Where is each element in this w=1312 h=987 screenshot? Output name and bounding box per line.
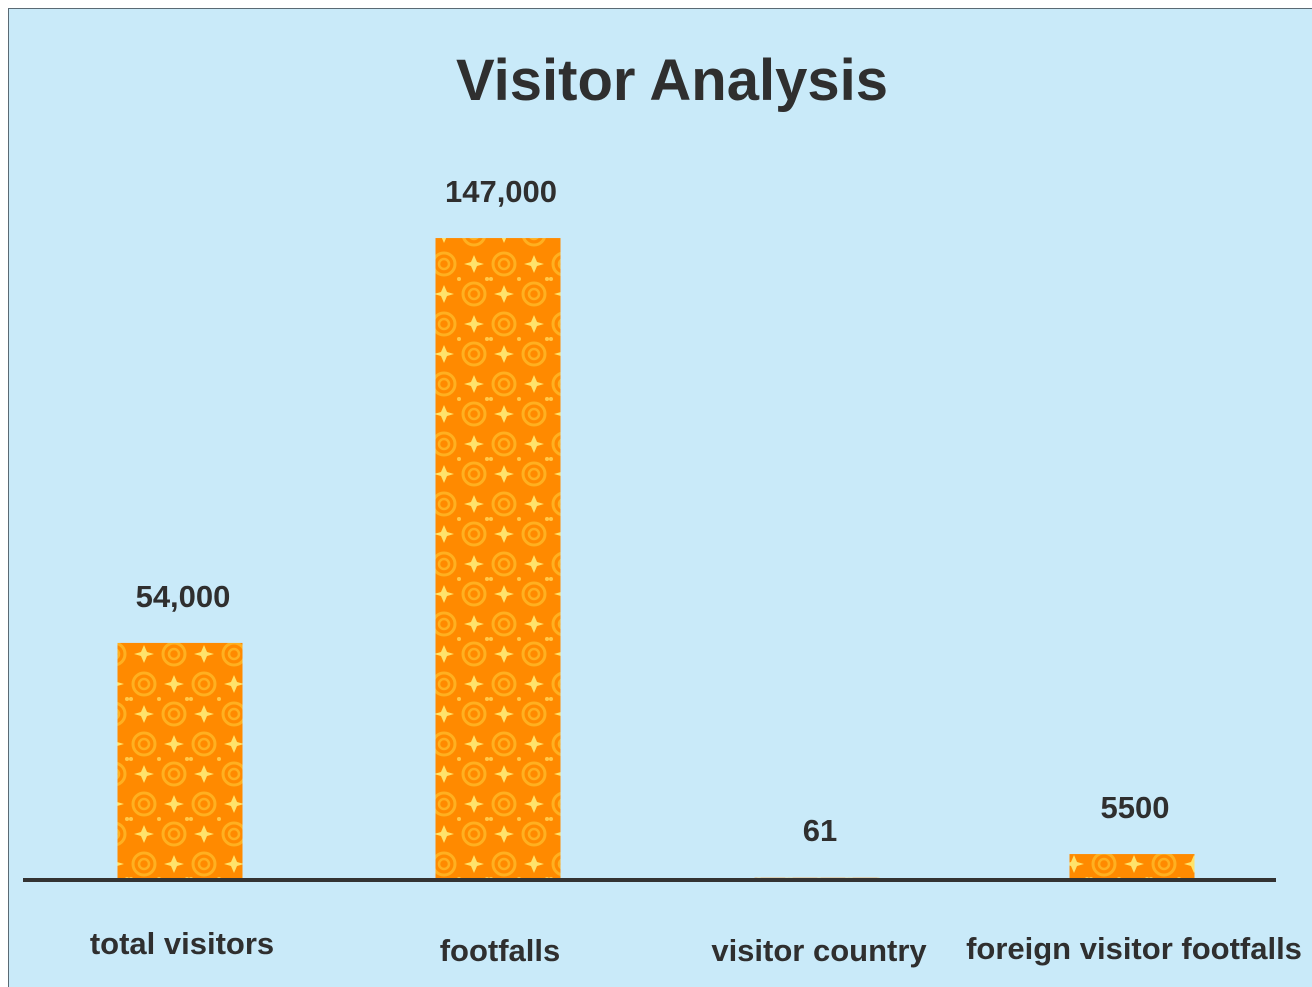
bar-0 xyxy=(117,642,243,878)
category-label-1: footfalls xyxy=(440,933,561,968)
chart-title: Visitor Analysis xyxy=(456,48,888,113)
chart-frame: Visitor Analysis 54,000 total visitors 147… xyxy=(8,8,1312,987)
bars-layer xyxy=(117,238,1195,878)
category-label-2: visitor country xyxy=(711,933,927,968)
value-label-3: 5500 xyxy=(1101,790,1170,825)
value-label-2: 61 xyxy=(803,813,837,848)
bar-1 xyxy=(435,238,561,878)
bar-chart: Visitor Analysis 54,000 total visitors 147… xyxy=(23,48,1302,968)
category-label-3: foreign visitor footfalls xyxy=(966,931,1302,966)
bar-3 xyxy=(1069,854,1195,878)
category-label-0: total visitors xyxy=(90,926,274,961)
value-label-1: 147,000 xyxy=(445,174,557,209)
value-label-0: 54,000 xyxy=(136,579,231,614)
labels-layer: 54,000 total visitors 147,000 footfalls 61 vi… xyxy=(90,174,1302,968)
